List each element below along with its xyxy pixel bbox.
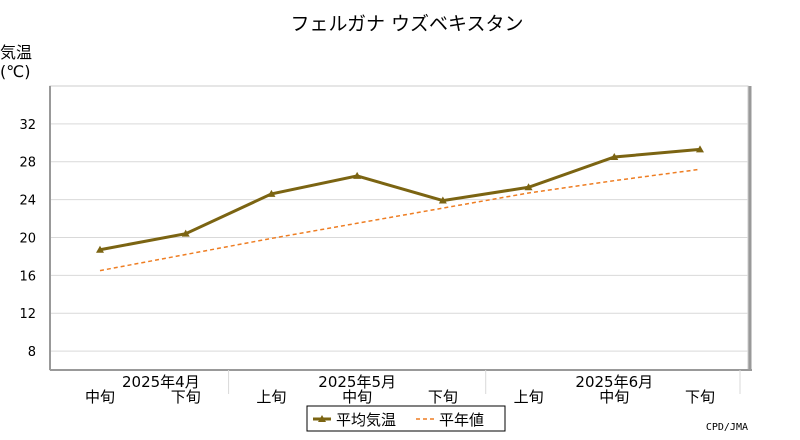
x-month-label: 2025年5月 xyxy=(318,373,396,391)
y-tick-label: 12 xyxy=(19,307,36,322)
y-tick-label: 28 xyxy=(19,156,36,171)
series-line-1 xyxy=(99,147,701,252)
y-tick-labels: 8 12 16 20 24 28 32 xyxy=(19,118,36,360)
legend-items: 平均気温 平年値 xyxy=(313,411,484,429)
x-tick-label: 中旬 xyxy=(85,388,115,406)
plot-frame xyxy=(49,85,749,371)
data-point xyxy=(96,245,104,253)
data-point xyxy=(524,183,533,191)
x-tick-label: 上旬 xyxy=(256,388,286,406)
legend-marker xyxy=(318,415,326,422)
legend-label: 平年値 xyxy=(439,411,484,429)
credit-label: CPD/JMA xyxy=(706,422,748,433)
legend: 平均気温 平年値 xyxy=(306,405,506,432)
series-line-2 xyxy=(99,168,701,272)
axes xyxy=(49,86,752,371)
x-tick-label: 下旬 xyxy=(171,388,201,406)
x-month-label: 2025年4月 xyxy=(122,373,200,391)
chart-title: フェルガナ ウズベキスタン xyxy=(291,13,524,35)
x-month-label: 2025年6月 xyxy=(575,373,653,391)
legend-box xyxy=(306,405,506,432)
series-layer xyxy=(96,145,704,272)
x-tick-label: 下旬 xyxy=(685,388,715,406)
data-point xyxy=(353,171,362,179)
y-axis-label: 気温 xyxy=(0,43,32,62)
y-tick-label: 8 xyxy=(28,345,36,360)
x-tick-label: 上旬 xyxy=(514,388,544,406)
grid-lines xyxy=(50,123,748,352)
data-point xyxy=(181,229,190,237)
data-point xyxy=(610,153,619,160)
y-tick-label: 32 xyxy=(19,118,36,133)
y-tick-label: 20 xyxy=(19,231,36,246)
y-axis-unit: (℃) xyxy=(0,62,30,81)
x-tick-label: 下旬 xyxy=(428,388,458,406)
y-tick-label: 24 xyxy=(19,194,36,209)
x-tick-label: 中旬 xyxy=(599,388,629,406)
data-point xyxy=(267,189,276,197)
legend-label: 平均気温 xyxy=(336,411,396,429)
data-point xyxy=(696,145,704,153)
x-tick-label: 中旬 xyxy=(342,388,372,406)
y-tick-label: 16 xyxy=(19,269,36,284)
data-point xyxy=(438,196,447,204)
